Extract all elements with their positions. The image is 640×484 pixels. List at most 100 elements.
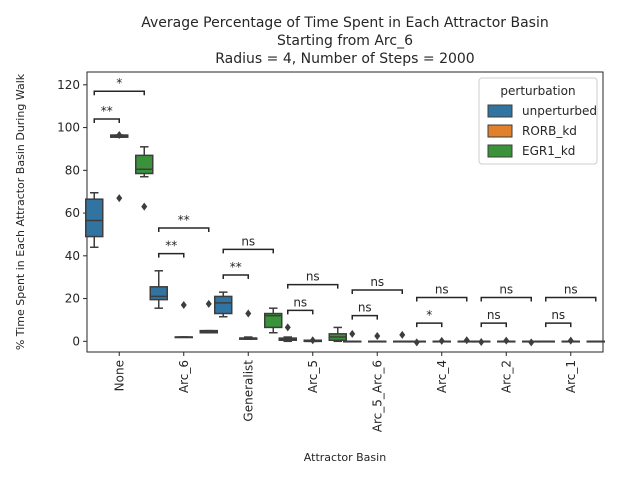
significance-label: ns — [306, 270, 320, 284]
box-RORB_kd-Generalist — [239, 309, 258, 340]
box-series — [85, 131, 605, 347]
bracket-line — [287, 283, 339, 289]
x-tick-label: Arc_1 — [564, 360, 578, 393]
significance-label: ** — [230, 260, 242, 274]
bracket-line — [93, 90, 145, 96]
box-RORB_kd-Arc_5 — [303, 336, 322, 345]
x-axis-ticks: None Arc_6 Generalist Arc_5 Arc_5_Arc_6 Arc_4… — [112, 352, 578, 432]
box-body — [135, 154, 154, 175]
legend-swatch-unperturbed — [487, 104, 513, 118]
box-body — [149, 286, 168, 301]
chart-title-line-1: Average Percentage of Time Spent in Each… — [141, 15, 549, 31]
bracket-line — [222, 274, 249, 280]
box-unperturbed-None — [85, 192, 104, 249]
significance-label: ns — [370, 275, 384, 289]
plot-area: 0 20 40 60 80 100 120 None Arc_6 Generalist Arc_5… — [57, 71, 605, 432]
significance-bracket: ** — [93, 104, 120, 124]
y-tick-label: 80 — [65, 163, 80, 177]
box-EGR1_kd-Arc_5_Arc_6 — [393, 330, 412, 343]
x-tick-label: Arc_5 — [306, 360, 320, 393]
box-RORB_kd-None — [110, 131, 129, 203]
chart-title-line-3: Radius = 4, Number of Steps = 2000 — [215, 51, 474, 67]
box-EGR1_kd-Arc_6 — [199, 299, 218, 334]
bracket-line — [416, 296, 468, 302]
y-tick-label: 120 — [57, 78, 80, 92]
x-tick-label: Arc_5_Arc_6 — [370, 360, 384, 432]
significance-label: * — [426, 308, 432, 322]
outlier-point — [180, 300, 187, 309]
significance-label: ns — [564, 282, 578, 296]
x-tick-label: None — [112, 360, 126, 391]
significance-bracket: ns — [287, 270, 339, 289]
y-tick-label: 60 — [65, 206, 80, 220]
box-RORB_kd-Arc_1 — [561, 336, 580, 345]
y-tick-label: 20 — [65, 292, 80, 306]
x-tick-label: Arc_4 — [435, 360, 449, 393]
significance-bracket: ns — [480, 308, 507, 328]
bracket-line — [416, 322, 443, 328]
chart-title: Average Percentage of Time Spent in Each… — [141, 15, 549, 67]
outlier-point — [374, 331, 381, 340]
bracket-line — [480, 322, 507, 328]
significance-bracket: ** — [158, 213, 210, 233]
outlier-point — [438, 336, 445, 345]
box-RORB_kd-Arc_6 — [174, 300, 193, 339]
significance-label: ** — [178, 213, 190, 227]
legend-label-RORB_kd: RORB_kd — [522, 124, 577, 138]
box-EGR1_kd-Arc_4 — [457, 336, 476, 345]
bracket-line — [222, 248, 274, 254]
bracket-line — [351, 289, 403, 295]
significance-label: ns — [435, 282, 449, 296]
outlier-point — [478, 337, 485, 346]
bracket-line — [545, 296, 597, 302]
y-axis-ticks: 0 20 40 60 80 100 120 — [57, 78, 87, 348]
box-RORB_kd-Arc_4 — [432, 336, 451, 345]
outlier-point — [503, 336, 510, 345]
bracket-line — [158, 227, 210, 233]
significance-label: * — [116, 76, 122, 90]
significance-bracket: ns — [545, 308, 572, 328]
box-EGR1_kd-Arc_2 — [522, 338, 541, 347]
outlier-point — [463, 336, 470, 345]
significance-bracket: * — [416, 308, 443, 328]
significance-bracket: ** — [158, 239, 185, 258]
significance-bracket: ns — [416, 282, 468, 302]
bracket-line — [93, 118, 120, 124]
outlier-point — [399, 330, 406, 339]
y-tick-label: 100 — [57, 121, 80, 135]
outlier-point — [116, 194, 123, 203]
significance-bracket: ns — [351, 301, 378, 320]
significance-label: ns — [241, 234, 255, 248]
box-unperturbed-Arc_5 — [278, 323, 297, 343]
box-EGR1_kd-Arc_5 — [328, 326, 347, 343]
bracket-line — [545, 322, 572, 328]
significance-bracket: ns — [480, 282, 532, 302]
y-axis-label: % Time Spent in Each Attractor Basin Dur… — [14, 73, 27, 350]
box-body — [264, 312, 283, 329]
box-unperturbed-Arc_6 — [149, 270, 168, 309]
box-unperturbed-Arc_5_Arc_6 — [343, 329, 362, 343]
outlier-point — [141, 202, 148, 211]
outlier-point — [284, 323, 291, 332]
significance-label: ** — [165, 239, 177, 253]
significance-label: ** — [101, 104, 113, 118]
significance-bracket: * — [93, 76, 145, 96]
box-RORB_kd-Arc_2 — [497, 336, 516, 345]
outlier-point — [413, 338, 420, 347]
significance-bracket: ** — [222, 260, 249, 280]
legend-items: unperturbed RORB_kd EGR1_kd — [487, 104, 597, 158]
outlier-point — [567, 336, 574, 345]
x-tick-label: Arc_6 — [177, 360, 191, 393]
outlier-point — [309, 336, 316, 345]
significance-label: ns — [499, 282, 513, 296]
significance-bracket: ns — [351, 275, 403, 295]
outlier-point — [528, 338, 535, 347]
box-EGR1_kd-Generalist — [264, 307, 283, 334]
box-EGR1_kd-Arc_1 — [586, 340, 605, 343]
y-tick-label: 0 — [72, 334, 80, 348]
significance-bracket: ns — [287, 295, 314, 315]
legend-swatch-EGR1_kd — [487, 144, 513, 158]
x-tick-label: Generalist — [241, 360, 255, 422]
box-body — [214, 295, 233, 315]
